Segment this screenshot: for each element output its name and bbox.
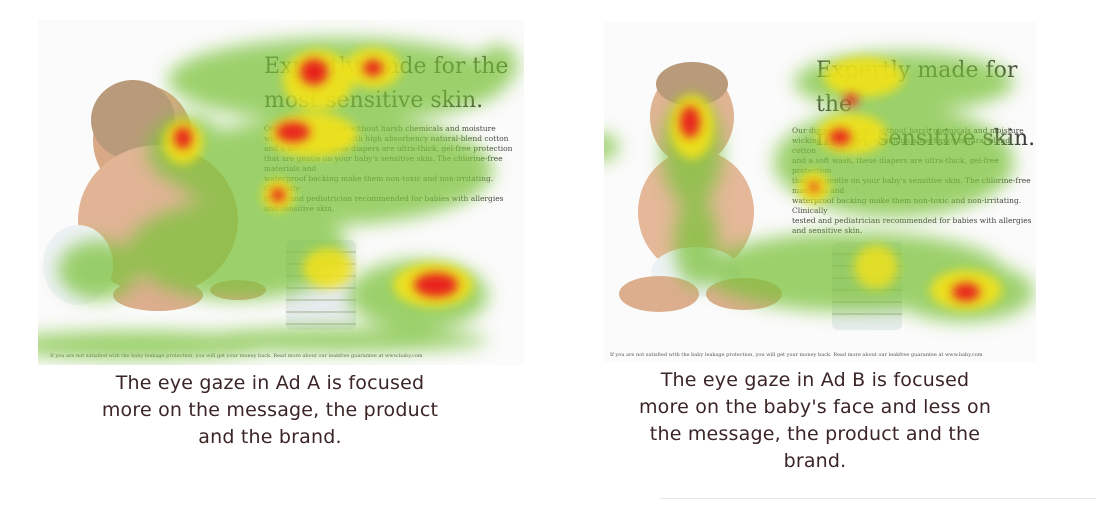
- diaper-stack: [832, 242, 902, 330]
- ad-a-headline: Expertly made for the most sensitive ski…: [264, 54, 509, 113]
- diaper-stack: [286, 240, 356, 330]
- ad-b-image: Expertly made for the most sensitive ski…: [604, 22, 1036, 362]
- ad-a-caption: The eye gaze in Ad A is focused more on …: [101, 372, 439, 448]
- divider-line: [660, 498, 1096, 499]
- ad-a-body-copy: Our diapers are made without harsh chemi…: [264, 124, 513, 213]
- ad-a-footer: If you are not satisfied with the baby l…: [50, 353, 423, 359]
- ad-b-footer: If you are not satisfied with the baby l…: [610, 352, 983, 358]
- ad-b-caption: The eye gaze in Ad B is focused more on …: [638, 369, 992, 472]
- ad-a-image: Expertly made for the most sensitive ski…: [38, 20, 524, 365]
- ad-b-body-copy: Our diapers are made without harsh chemi…: [792, 126, 1032, 235]
